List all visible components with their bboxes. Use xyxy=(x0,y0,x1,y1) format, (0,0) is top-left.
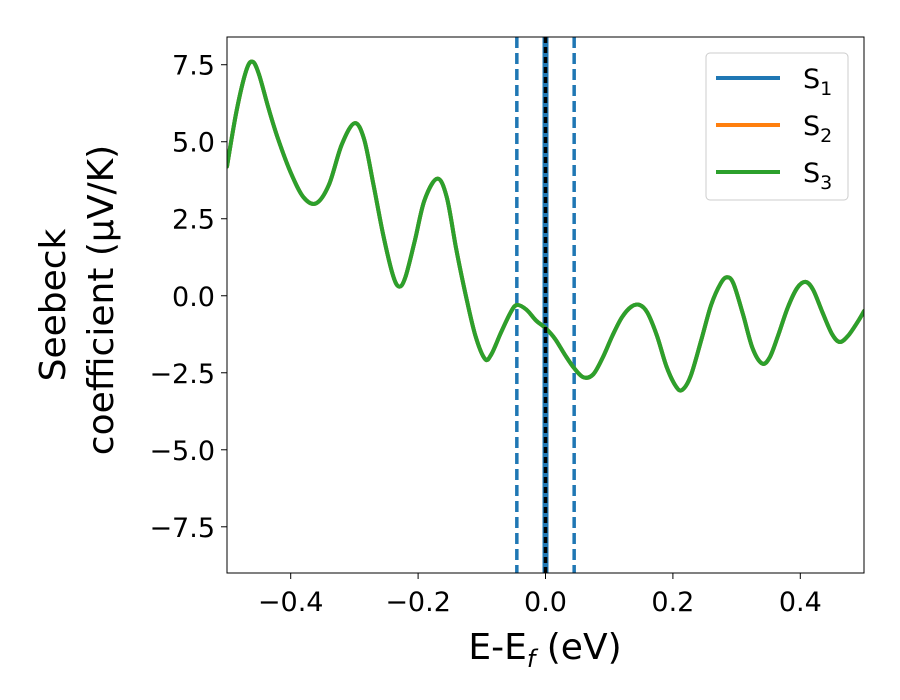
y-tick-label: 2.5 xyxy=(172,205,215,236)
y-tick-label: −7.5 xyxy=(149,513,215,544)
legend-label-s2: S2 xyxy=(803,111,832,147)
x-tick-label: −0.4 xyxy=(258,587,324,618)
y-tick-label: −5.0 xyxy=(149,436,215,467)
x-tick-label: 0.0 xyxy=(524,587,567,618)
y-axis-ticks: −7.5 −5.0 −2.5 0.0 2.5 5.0 7.5 xyxy=(149,51,227,544)
y-tick-label: −2.5 xyxy=(149,359,215,390)
series-line-s3 xyxy=(227,59,864,393)
x-tick-label: 0.4 xyxy=(779,587,822,618)
y-tick-label: 0.0 xyxy=(172,282,215,313)
y-tick-label: 5.0 xyxy=(172,128,215,159)
y-tick-label: 7.5 xyxy=(172,51,215,82)
legend-label-s1: S1 xyxy=(803,64,832,100)
y-axis-title: Seebeck coefficient (μV/K) xyxy=(33,145,122,455)
x-tick-label: −0.2 xyxy=(385,587,451,618)
y-axis-title-line1: Seebeck xyxy=(33,228,74,381)
x-axis-ticks: −0.4 −0.2 0.0 0.2 0.4 xyxy=(258,573,822,618)
y-axis-title-line2: coefficient (μV/K) xyxy=(81,145,122,455)
x-tick-label: 0.2 xyxy=(651,587,694,618)
legend: S1 S2 S3 xyxy=(705,52,849,201)
series-curves xyxy=(227,59,864,393)
vertical-lines xyxy=(515,37,576,573)
x-axis-title: E-Ef (eV) xyxy=(468,627,621,673)
legend-label-s3: S3 xyxy=(803,158,832,194)
